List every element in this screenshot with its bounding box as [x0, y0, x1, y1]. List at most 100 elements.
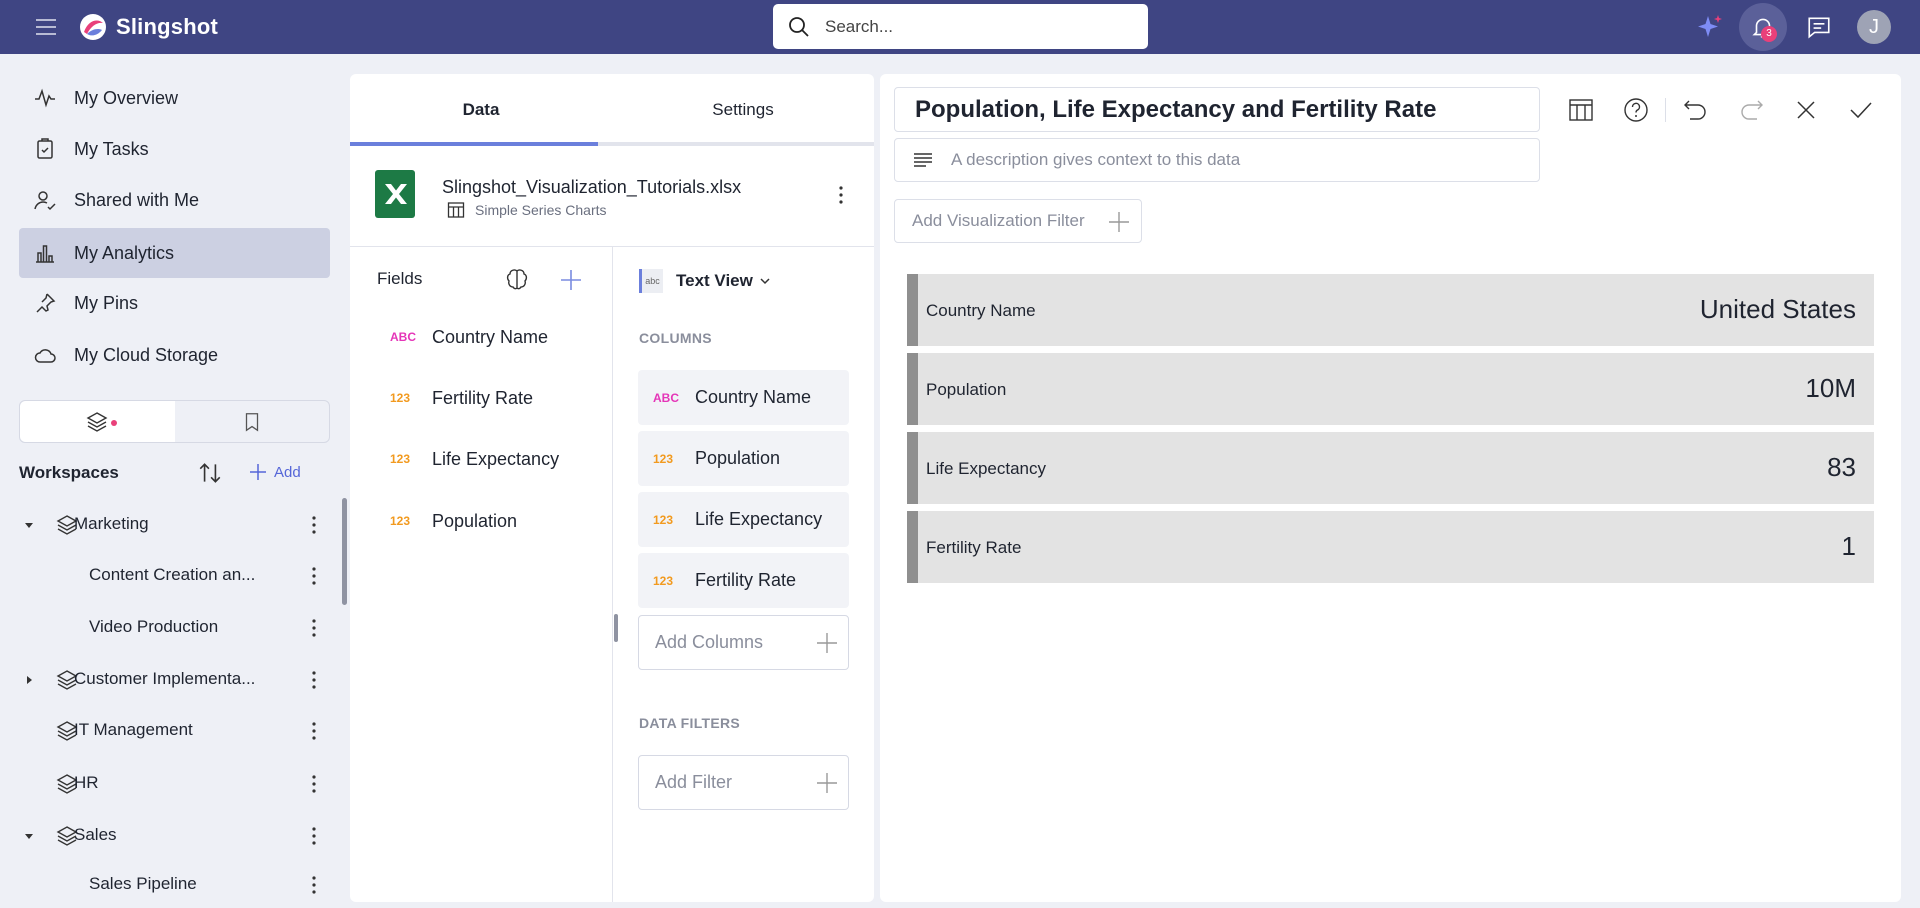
- caret-down-icon[interactable]: [24, 831, 34, 841]
- sheet-name: Simple Series Charts: [475, 202, 607, 218]
- visualization-config-column: abc Text View COLUMNS ABC Country Name 1…: [614, 247, 874, 902]
- workspace-toggle: [19, 400, 330, 443]
- visualization-title-field[interactable]: Population, Life Expectancy and Fertilit…: [894, 87, 1540, 132]
- fields-column: Fields ABC Country Name 123 Fertility Ra…: [350, 247, 613, 902]
- add-columns-button[interactable]: Add Columns: [638, 615, 849, 670]
- more-vertical-icon[interactable]: [307, 669, 321, 691]
- more-vertical-icon[interactable]: [307, 565, 321, 587]
- notifications-button[interactable]: 3: [1739, 3, 1787, 51]
- nav-label: My Pins: [74, 292, 139, 313]
- field-life-expectancy[interactable]: 123 Life Expectancy: [390, 439, 600, 479]
- nav-item-my-tasks[interactable]: My Tasks: [19, 124, 330, 174]
- plus-icon: [1109, 212, 1129, 232]
- workspace-label: Sales: [74, 825, 117, 844]
- tab-bookmarks[interactable]: [175, 401, 330, 442]
- description-field[interactable]: A description gives context to this data: [894, 138, 1540, 182]
- more-vertical-icon[interactable]: [307, 874, 321, 896]
- tab-track: [350, 142, 874, 146]
- column-chip-life-expectancy[interactable]: 123 Life Expectancy: [638, 492, 849, 547]
- tab-data[interactable]: Data: [462, 100, 500, 119]
- column-chip-population[interactable]: 123 Population: [638, 431, 849, 486]
- nav-item-my-cloud-storage[interactable]: My Cloud Storage: [19, 330, 330, 380]
- cloud-icon: [34, 349, 56, 363]
- column-label: Life Expectancy: [695, 509, 823, 529]
- workspace-item-content-creation[interactable]: Content Creation an...: [19, 553, 330, 599]
- excel-file-icon: [375, 170, 415, 218]
- sparkle-icon: [1698, 15, 1722, 37]
- workspace-item-marketing[interactable]: Marketing: [19, 502, 330, 548]
- nav-label: My Overview: [74, 87, 179, 108]
- caret-right-icon[interactable]: [24, 675, 34, 685]
- search-bar[interactable]: [773, 4, 1148, 49]
- field-population[interactable]: 123 Population: [390, 501, 600, 541]
- more-vertical-icon[interactable]: [307, 514, 321, 536]
- row-label: Country Name: [926, 301, 1036, 320]
- table-view-icon[interactable]: [1566, 95, 1596, 125]
- nav-item-my-pins[interactable]: My Pins: [19, 278, 330, 328]
- fields-title: Fields: [377, 269, 423, 288]
- more-vertical-icon[interactable]: [834, 184, 848, 206]
- add-filter-button[interactable]: Add Filter: [638, 755, 849, 810]
- nav-label: Shared with Me: [74, 189, 200, 210]
- workspaces-title: Workspaces: [19, 463, 119, 482]
- workspace-label: Content Creation an...: [89, 565, 256, 584]
- visualization-type-selector[interactable]: abc Text View: [639, 269, 772, 293]
- workspace-item-video-production[interactable]: Video Production: [19, 605, 330, 651]
- sidebar-scrollbar[interactable]: [342, 498, 347, 605]
- messages-button[interactable]: [1800, 8, 1838, 46]
- close-icon[interactable]: [1791, 95, 1821, 125]
- add-filter-label: Add Filter: [655, 772, 733, 792]
- number-type-icon: 123: [653, 512, 674, 527]
- menu-icon[interactable]: [34, 15, 58, 39]
- visualization-title: Population, Life Expectancy and Fertilit…: [915, 95, 1437, 123]
- workspace-item-hr[interactable]: HR: [19, 761, 330, 807]
- column-chip-country-name[interactable]: ABC Country Name: [638, 370, 849, 425]
- search-input[interactable]: [825, 16, 1125, 37]
- undo-icon[interactable]: [1681, 95, 1711, 125]
- workspace-item-sales-pipeline[interactable]: Sales Pipeline: [19, 862, 330, 908]
- sort-icon[interactable]: [197, 460, 223, 486]
- plus-icon: [817, 633, 837, 653]
- row-value: 1: [1841, 531, 1856, 561]
- column-label: Country Name: [695, 387, 812, 407]
- add-workspace-button[interactable]: Add: [248, 462, 301, 482]
- tab-settings[interactable]: Settings: [712, 100, 774, 119]
- avatar[interactable]: J: [1857, 10, 1891, 44]
- bookmark-icon: [245, 412, 258, 431]
- add-visualization-filter-button[interactable]: Add Visualization Filter: [894, 199, 1142, 243]
- nav-item-my-analytics[interactable]: My Analytics: [19, 228, 330, 278]
- nav-item-my-overview[interactable]: My Overview: [19, 73, 330, 123]
- data-source-row[interactable]: Slingshot_Visualization_Tutorials.xlsx S…: [350, 146, 874, 247]
- field-label: Life Expectancy: [432, 448, 560, 469]
- brain-icon[interactable]: [503, 266, 531, 294]
- workspace-item-customer-implementation[interactable]: Customer Implementa...: [19, 657, 330, 703]
- column-label: Fertility Rate: [695, 570, 797, 590]
- number-type-icon: 123: [390, 391, 411, 405]
- more-vertical-icon[interactable]: [307, 825, 321, 847]
- plus-icon: [250, 464, 266, 480]
- add-columns-label: Add Columns: [655, 632, 764, 652]
- app-logo[interactable]: Slingshot: [78, 12, 218, 42]
- caret-down-icon[interactable]: [24, 520, 34, 530]
- more-vertical-icon[interactable]: [307, 773, 321, 795]
- workspace-item-sales[interactable]: Sales: [19, 813, 330, 859]
- slingshot-logo-icon: [80, 14, 106, 40]
- check-icon[interactable]: [1846, 95, 1876, 125]
- field-fertility-rate[interactable]: 123 Fertility Rate: [390, 378, 600, 418]
- help-icon[interactable]: [1621, 95, 1651, 125]
- more-vertical-icon[interactable]: [307, 720, 321, 742]
- number-type-icon: 123: [653, 451, 674, 466]
- tab-workspaces[interactable]: [20, 401, 175, 442]
- nav-label: My Tasks: [74, 138, 149, 159]
- add-field-icon[interactable]: [558, 267, 584, 293]
- more-vertical-icon[interactable]: [307, 617, 321, 639]
- redo-icon[interactable]: [1736, 95, 1766, 125]
- column-resize-handle[interactable]: [614, 614, 618, 642]
- field-country-name[interactable]: ABC Country Name: [390, 317, 600, 357]
- column-chip-fertility-rate[interactable]: 123 Fertility Rate: [638, 553, 849, 608]
- nav-item-shared-with-me[interactable]: Shared with Me: [19, 175, 330, 225]
- ai-sparkle-button[interactable]: [1691, 8, 1729, 46]
- bar-chart-icon: [36, 245, 54, 263]
- search-icon: [789, 16, 809, 37]
- workspace-item-it-management[interactable]: IT Management: [19, 708, 330, 754]
